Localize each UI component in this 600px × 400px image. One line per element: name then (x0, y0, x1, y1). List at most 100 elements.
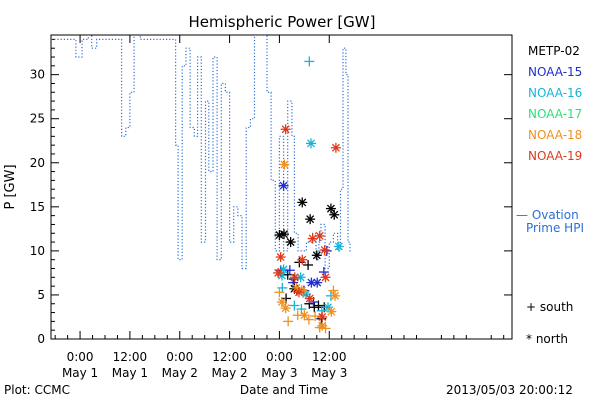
x-axis: 0:00 May 1 12:00 May 1 0:00 May 2 12:00 May 2 0:… (54, 35, 505, 380)
marker-stroke (307, 278, 316, 287)
south-plus-marker-noaa-18 (320, 323, 331, 334)
marker-stroke (306, 139, 315, 148)
north-star-marker-noaa-18 (280, 303, 291, 314)
x-tick-date-label: May 2 (211, 366, 247, 380)
north-star-marker-noaa-19 (320, 272, 331, 283)
marker-stroke (302, 290, 310, 299)
south-plus-marker-noaa-18 (328, 285, 339, 296)
marker-stroke (321, 273, 330, 282)
north-star-marker-noaa-18 (330, 290, 341, 301)
north-star-marker-metp-02 (329, 209, 340, 220)
marker-stroke (326, 204, 335, 213)
marker-stroke (281, 304, 290, 313)
south-plus-marker-noaa-18 (310, 311, 321, 322)
north-star-marker-noaa-18 (326, 306, 337, 317)
marker-stroke (279, 181, 288, 190)
x-tick-time-label: 0:00 (166, 350, 193, 364)
north-star-marker-metp-02 (278, 229, 289, 240)
south-plus-marker-noaa-18 (274, 287, 285, 298)
north-star-marker-noaa-15 (312, 277, 323, 288)
legend-south: + south (526, 300, 573, 314)
south-plus-marker-noaa-16 (289, 300, 300, 311)
legend-ovation-line1: — Ovation (516, 208, 579, 222)
ovation-prime-hpi-line (51, 35, 353, 270)
north-star-marker-noaa-19 (297, 254, 308, 265)
y-tick-label: 25 (30, 112, 45, 126)
north-star-marker-metp-02 (285, 237, 296, 248)
legend: METP-02 NOAA-15 NOAA-16 NOAA-17 NOAA-18 NOAA-… (516, 44, 584, 346)
marker-stroke (280, 160, 289, 169)
y-tick-label: 20 (30, 156, 45, 170)
marker-stroke (320, 246, 329, 254)
marker-stroke (277, 271, 286, 280)
north-star-marker-noaa-18 (279, 159, 290, 170)
north-star-marker-noaa-19 (319, 245, 330, 256)
marker-stroke (334, 242, 343, 251)
marker-stroke (331, 291, 340, 300)
x-axis-label: Date and Time (240, 383, 328, 397)
south-plus-marker-metp-02 (309, 302, 320, 313)
y-axis-label: P [GW] (3, 164, 18, 209)
marker-stroke (277, 297, 286, 306)
x-tick-date-label: May 3 (311, 366, 347, 380)
south-plus-marker-noaa-16 (304, 56, 315, 67)
x-tick-date-label: May 3 (261, 366, 297, 380)
marker-stroke (294, 288, 303, 297)
marker-stroke (305, 294, 314, 303)
north-star-marker-noaa-16 (323, 302, 334, 313)
marker-stroke (286, 238, 295, 247)
marker-stroke (324, 303, 333, 312)
chart-title: Hemispheric Power [GW] (189, 13, 376, 31)
legend-entry-metp-02: METP-02 (528, 44, 580, 58)
x-tick-date-label: May 2 (162, 366, 198, 380)
north-star-marker-noaa-19 (273, 267, 284, 278)
y-tick-label: 0 (37, 332, 45, 346)
north-star-marker-noaa-19 (304, 293, 315, 304)
marker-stroke (327, 307, 336, 316)
y-axis: 0 5 10 15 20 25 30 (30, 38, 512, 346)
south-plus-marker-metp-02 (282, 269, 293, 280)
x-tick-time-label: 0:00 (266, 350, 293, 364)
north-star-marker-noaa-19 (330, 142, 341, 153)
north-star-marker-noaa-19 (293, 287, 304, 298)
legend-ovation-line2: Prime HPI (526, 221, 584, 235)
marker-stroke (315, 231, 324, 240)
marker-stroke (279, 230, 288, 239)
north-star-marker-metp-02 (311, 250, 322, 261)
legend-entry-noaa-18: NOAA-18 (528, 128, 582, 142)
plot-frame (50, 34, 513, 340)
marker-stroke (292, 283, 301, 292)
marker-stroke (312, 251, 321, 260)
north-star-marker-noaa-19 (289, 272, 300, 283)
marker-stroke (298, 198, 307, 207)
marker-stroke (281, 125, 290, 134)
legend-entry-noaa-15: NOAA-15 (528, 65, 582, 79)
x-tick-time-label: 12:00 (212, 350, 247, 364)
y-tick-label: 10 (30, 244, 45, 258)
north-star-marker-metp-02 (305, 214, 316, 225)
north-star-marker-noaa-19 (275, 252, 286, 263)
north-star-marker-noaa-19 (307, 233, 318, 244)
x-tick-date-label: May 1 (62, 366, 98, 380)
north-star-marker-noaa-19 (314, 230, 325, 241)
south-plus-marker-metp-02 (303, 259, 314, 270)
satellite-markers (273, 56, 344, 334)
south-plus-marker-noaa-18 (283, 316, 294, 327)
marker-stroke (330, 210, 339, 219)
legend-entry-noaa-16: NOAA-16 (528, 86, 582, 100)
north-star-marker-noaa-19 (280, 124, 291, 135)
north-star-marker-noaa-15 (278, 180, 289, 191)
legend-entry-noaa-19: NOAA-19 (528, 149, 582, 163)
y-tick-label: 5 (37, 288, 45, 302)
legend-north: * north (526, 332, 568, 346)
y-tick-label: 15 (30, 200, 45, 214)
marker-stroke (296, 273, 305, 282)
y-tick-label: 30 (30, 68, 45, 82)
marker-stroke (279, 265, 288, 274)
marker-stroke (331, 143, 340, 152)
marker-stroke (306, 215, 315, 224)
marker-stroke (274, 268, 283, 277)
marker-stroke (318, 312, 327, 321)
marker-stroke (300, 311, 309, 320)
south-plus-marker-noaa-18 (303, 314, 314, 325)
